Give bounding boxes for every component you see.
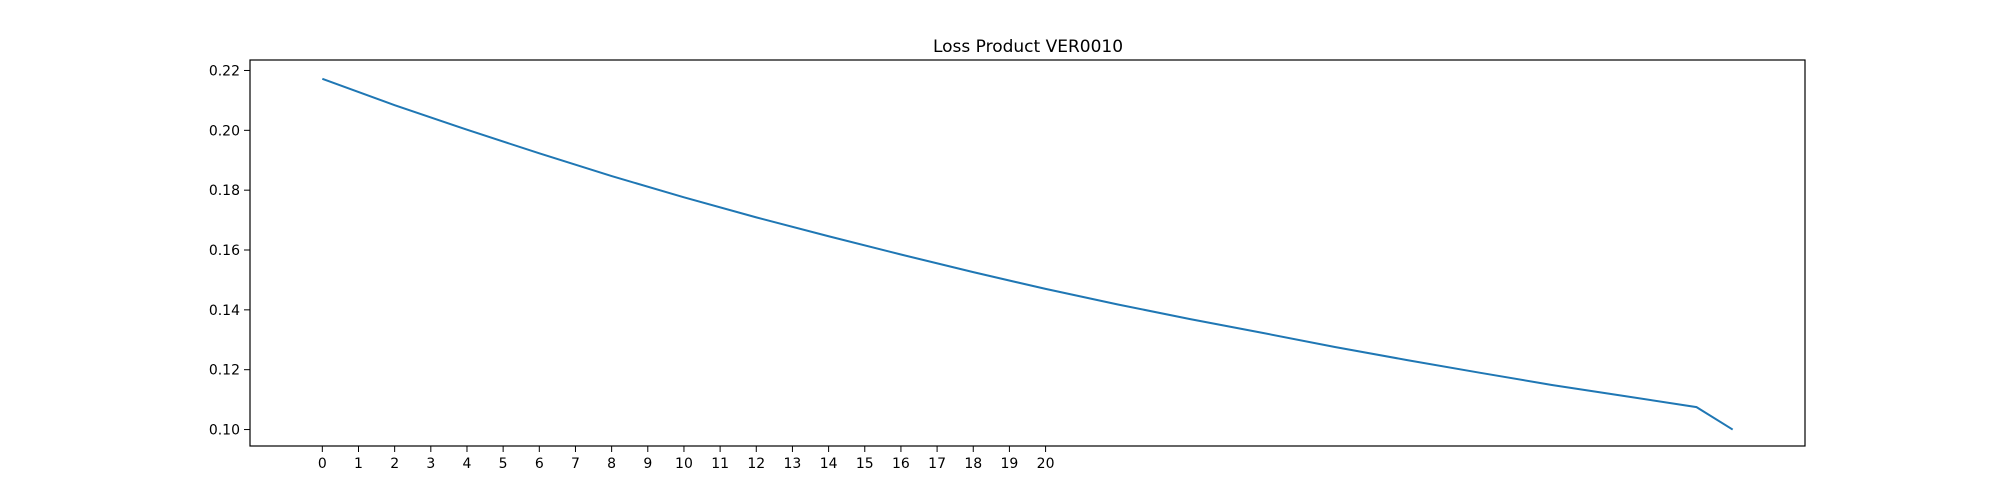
x-tick-label: 14 (820, 456, 838, 472)
y-tick-label: 0.10 (209, 423, 240, 439)
y-tick-label: 0.22 (209, 63, 240, 79)
plot-area (321, 77, 1734, 431)
x-tick-label: 13 (784, 456, 802, 472)
axes-frame (249, 59, 1806, 447)
x-tick-label: 19 (1001, 456, 1019, 472)
y-axis: 0.10 0.12 0.14 0.16 0.18 0.20 0.22 (209, 63, 250, 439)
x-tick-label: 20 (1037, 456, 1055, 472)
x-tick-label: 10 (675, 456, 693, 472)
x-tick-label: 11 (711, 456, 729, 472)
y-tick-label: 0.12 (209, 363, 240, 379)
y-tick-label: 0.14 (209, 303, 240, 319)
x-tick-label: 3 (426, 456, 435, 472)
x-tick-label: 15 (856, 456, 874, 472)
y-tick-label: 0.20 (209, 123, 240, 139)
x-tick-label: 8 (607, 456, 616, 472)
x-tick-label: 6 (535, 456, 544, 472)
x-tick-label: 1 (354, 456, 363, 472)
x-tick-label: 18 (964, 456, 982, 472)
x-tick-label: 7 (571, 456, 580, 472)
x-tick-label: 5 (499, 456, 508, 472)
x-tick-label: 0 (318, 456, 327, 472)
y-tick-label: 0.18 (209, 183, 240, 199)
x-axis: 0 1 2 3 4 5 6 7 8 9 10 11 12 13 14 15 16 17 18 19 20 (318, 446, 1055, 472)
series-line-0 (321, 77, 1734, 431)
x-tick-label: 2 (390, 456, 399, 472)
x-tick-label: 4 (463, 456, 472, 472)
x-tick-label: 9 (643, 456, 652, 472)
x-tick-label: 12 (747, 456, 765, 472)
x-tick-label: 17 (928, 456, 946, 472)
x-tick-label: 16 (892, 456, 910, 472)
y-tick-label: 0.16 (209, 243, 240, 259)
chart-title: Loss Product VER0010 (933, 37, 1123, 57)
